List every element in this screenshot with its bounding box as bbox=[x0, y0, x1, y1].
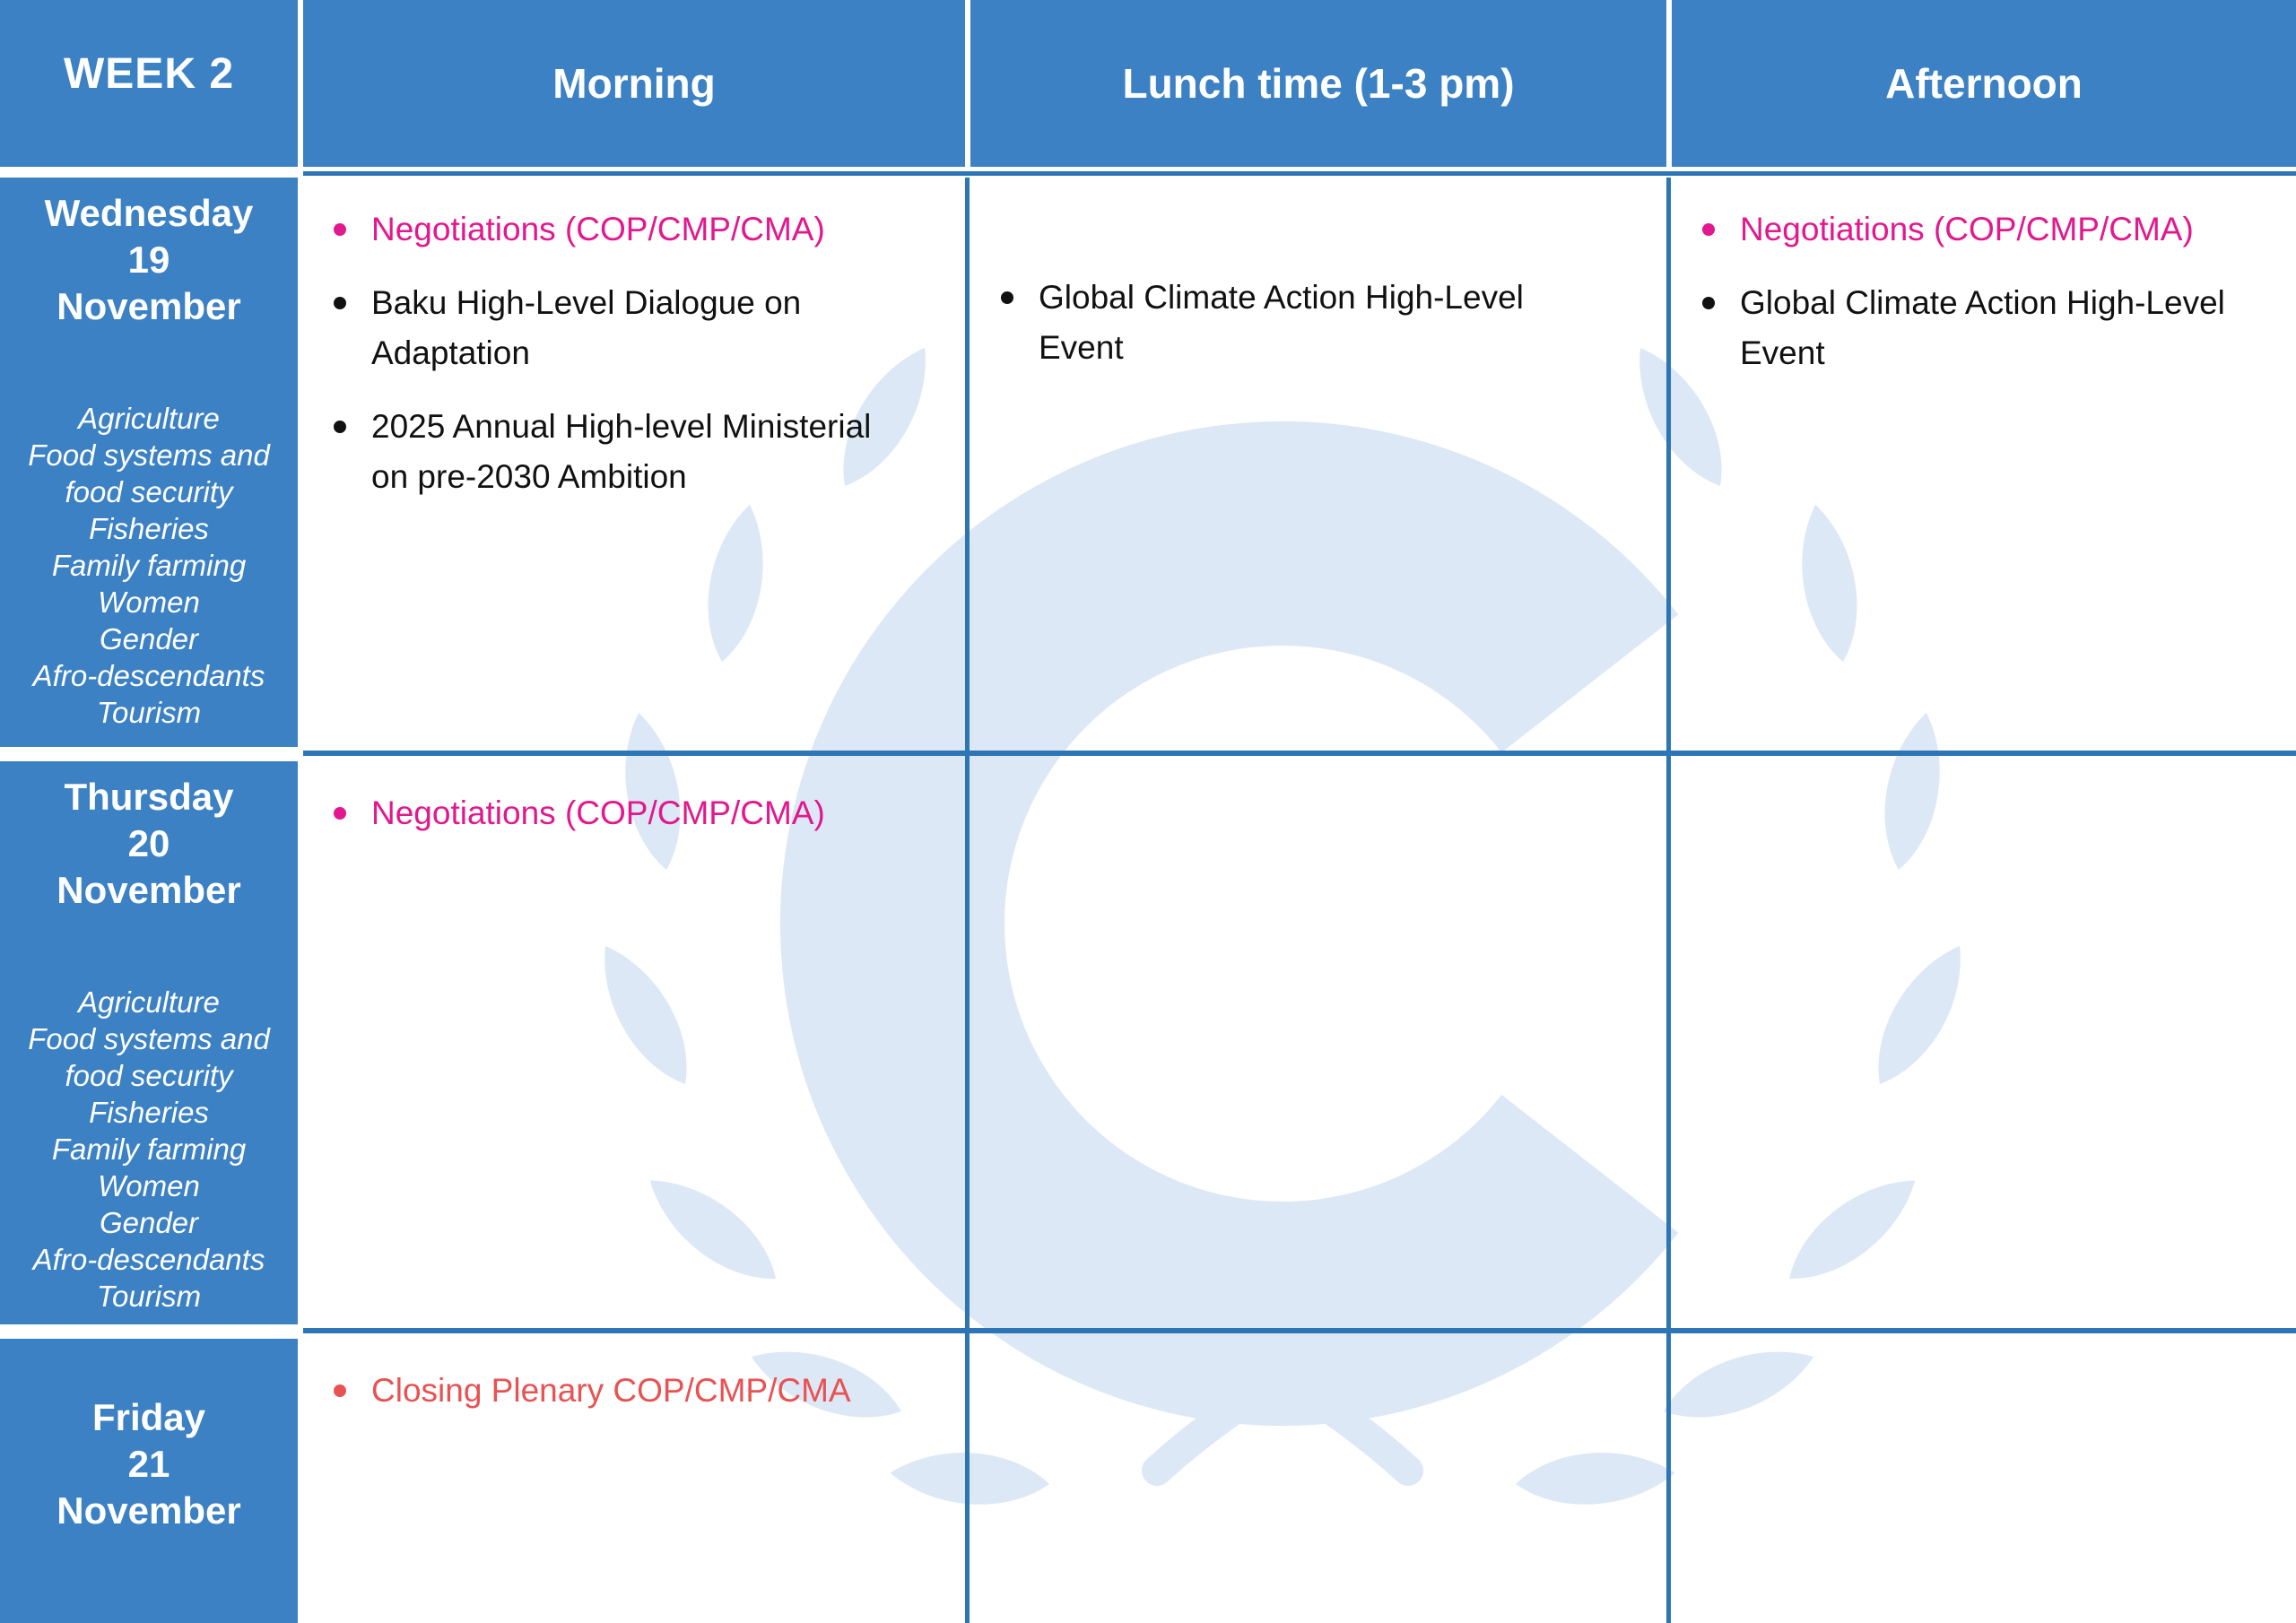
column-header-lunch: Lunch time (1-3 pm) bbox=[970, 0, 1666, 167]
cell-wednesday-afternoon: Negotiations (COP/CMP/CMA) Global Climate… bbox=[1672, 178, 2296, 747]
topic-item: Agriculture bbox=[78, 985, 220, 1019]
column-divider-lunch-afternoon bbox=[1666, 178, 1671, 1623]
day-cell-friday: Friday 21 November bbox=[0, 1339, 298, 1623]
cell-wednesday-lunch: Global Climate Action High-Level Event bbox=[970, 178, 1666, 747]
agenda-list: Negotiations (COP/CMP/CMA) bbox=[326, 788, 879, 838]
agenda-item: Global Climate Action High-Level Event bbox=[994, 273, 1571, 373]
day-date: 19 bbox=[127, 239, 170, 281]
agenda-item: Negotiations (COP/CMP/CMA) bbox=[1695, 204, 2262, 255]
cell-thursday-afternoon bbox=[1672, 761, 2296, 1324]
topic-item: Fisheries bbox=[89, 1096, 209, 1129]
topic-item: Agriculture bbox=[78, 402, 220, 435]
topic-item: Gender bbox=[99, 622, 199, 655]
agenda-item: Negotiations (COP/CMP/CMA) bbox=[326, 788, 879, 838]
agenda-item: Baku High-Level Dialogue on Adaptation bbox=[326, 278, 879, 378]
topic-item: Afro-descendants bbox=[32, 1243, 265, 1276]
agenda-item: Negotiations (COP/CMP/CMA) bbox=[326, 204, 879, 255]
row-divider-wed-thu bbox=[303, 751, 2296, 756]
day-title: Thursday 20 November bbox=[0, 774, 298, 914]
topic-item: Fisheries bbox=[89, 512, 209, 545]
agenda-list: Negotiations (COP/CMP/CMA) Baku High-Leve… bbox=[326, 204, 879, 502]
topic-item: Food systems and food security bbox=[28, 438, 270, 508]
day-weekday: Wednesday bbox=[44, 192, 254, 234]
topic-item: Tourism bbox=[96, 696, 202, 729]
cell-wednesday-morning: Negotiations (COP/CMP/CMA) Baku High-Leve… bbox=[303, 178, 965, 747]
day-cell-wednesday: Wednesday 19 November Agriculture Food sy… bbox=[0, 178, 298, 747]
header-bottom-border bbox=[303, 171, 2296, 176]
topic-item: Afro-descendants bbox=[32, 659, 265, 692]
cell-friday-lunch bbox=[970, 1339, 1666, 1623]
day-topics: Agriculture Food systems and food securit… bbox=[0, 984, 298, 1315]
cell-thursday-morning: Negotiations (COP/CMP/CMA) bbox=[303, 761, 965, 1324]
agenda-list: Negotiations (COP/CMP/CMA) Global Climate… bbox=[1695, 204, 2262, 378]
day-topics: Agriculture Food systems and food securit… bbox=[0, 400, 298, 731]
row-divider-thu-fri bbox=[303, 1328, 2296, 1333]
day-weekday: Thursday bbox=[64, 776, 234, 818]
agenda-item: Closing Plenary COP/CMP/CMA bbox=[326, 1366, 879, 1416]
cell-thursday-lunch bbox=[970, 761, 1666, 1324]
day-cell-thursday: Thursday 20 November Agriculture Food sys… bbox=[0, 761, 298, 1324]
week-header-cell: WEEK 2 bbox=[0, 0, 298, 167]
agenda-list: Closing Plenary COP/CMP/CMA bbox=[326, 1366, 879, 1416]
day-date: 20 bbox=[127, 822, 170, 864]
column-header-morning: Morning bbox=[303, 0, 965, 167]
column-divider-morning-lunch bbox=[965, 178, 970, 1623]
cell-friday-morning: Closing Plenary COP/CMP/CMA bbox=[303, 1339, 965, 1623]
agenda-item: Global Climate Action High-Level Event bbox=[1695, 278, 2262, 378]
day-month: November bbox=[57, 285, 241, 327]
topic-item: Women bbox=[98, 1169, 200, 1202]
topic-item: Gender bbox=[99, 1206, 199, 1239]
day-title: Wednesday 19 November bbox=[0, 190, 298, 330]
topic-item: Family farming bbox=[51, 549, 247, 582]
agenda-item: 2025 Annual High-level Ministerial on pr… bbox=[326, 402, 879, 502]
day-weekday: Friday bbox=[91, 1396, 206, 1438]
topic-item: Women bbox=[98, 586, 200, 619]
column-header-afternoon: Afternoon bbox=[1672, 0, 2296, 167]
topic-item: Tourism bbox=[96, 1280, 202, 1313]
agenda-list: Global Climate Action High-Level Event bbox=[994, 273, 1571, 373]
day-month: November bbox=[57, 869, 241, 911]
topic-item: Family farming bbox=[51, 1133, 247, 1166]
day-date: 21 bbox=[127, 1443, 170, 1485]
day-month: November bbox=[57, 1489, 241, 1532]
day-title: Friday 21 November bbox=[0, 1394, 298, 1534]
cell-friday-afternoon bbox=[1672, 1339, 2296, 1623]
topic-item: Food systems and food security bbox=[28, 1022, 270, 1092]
